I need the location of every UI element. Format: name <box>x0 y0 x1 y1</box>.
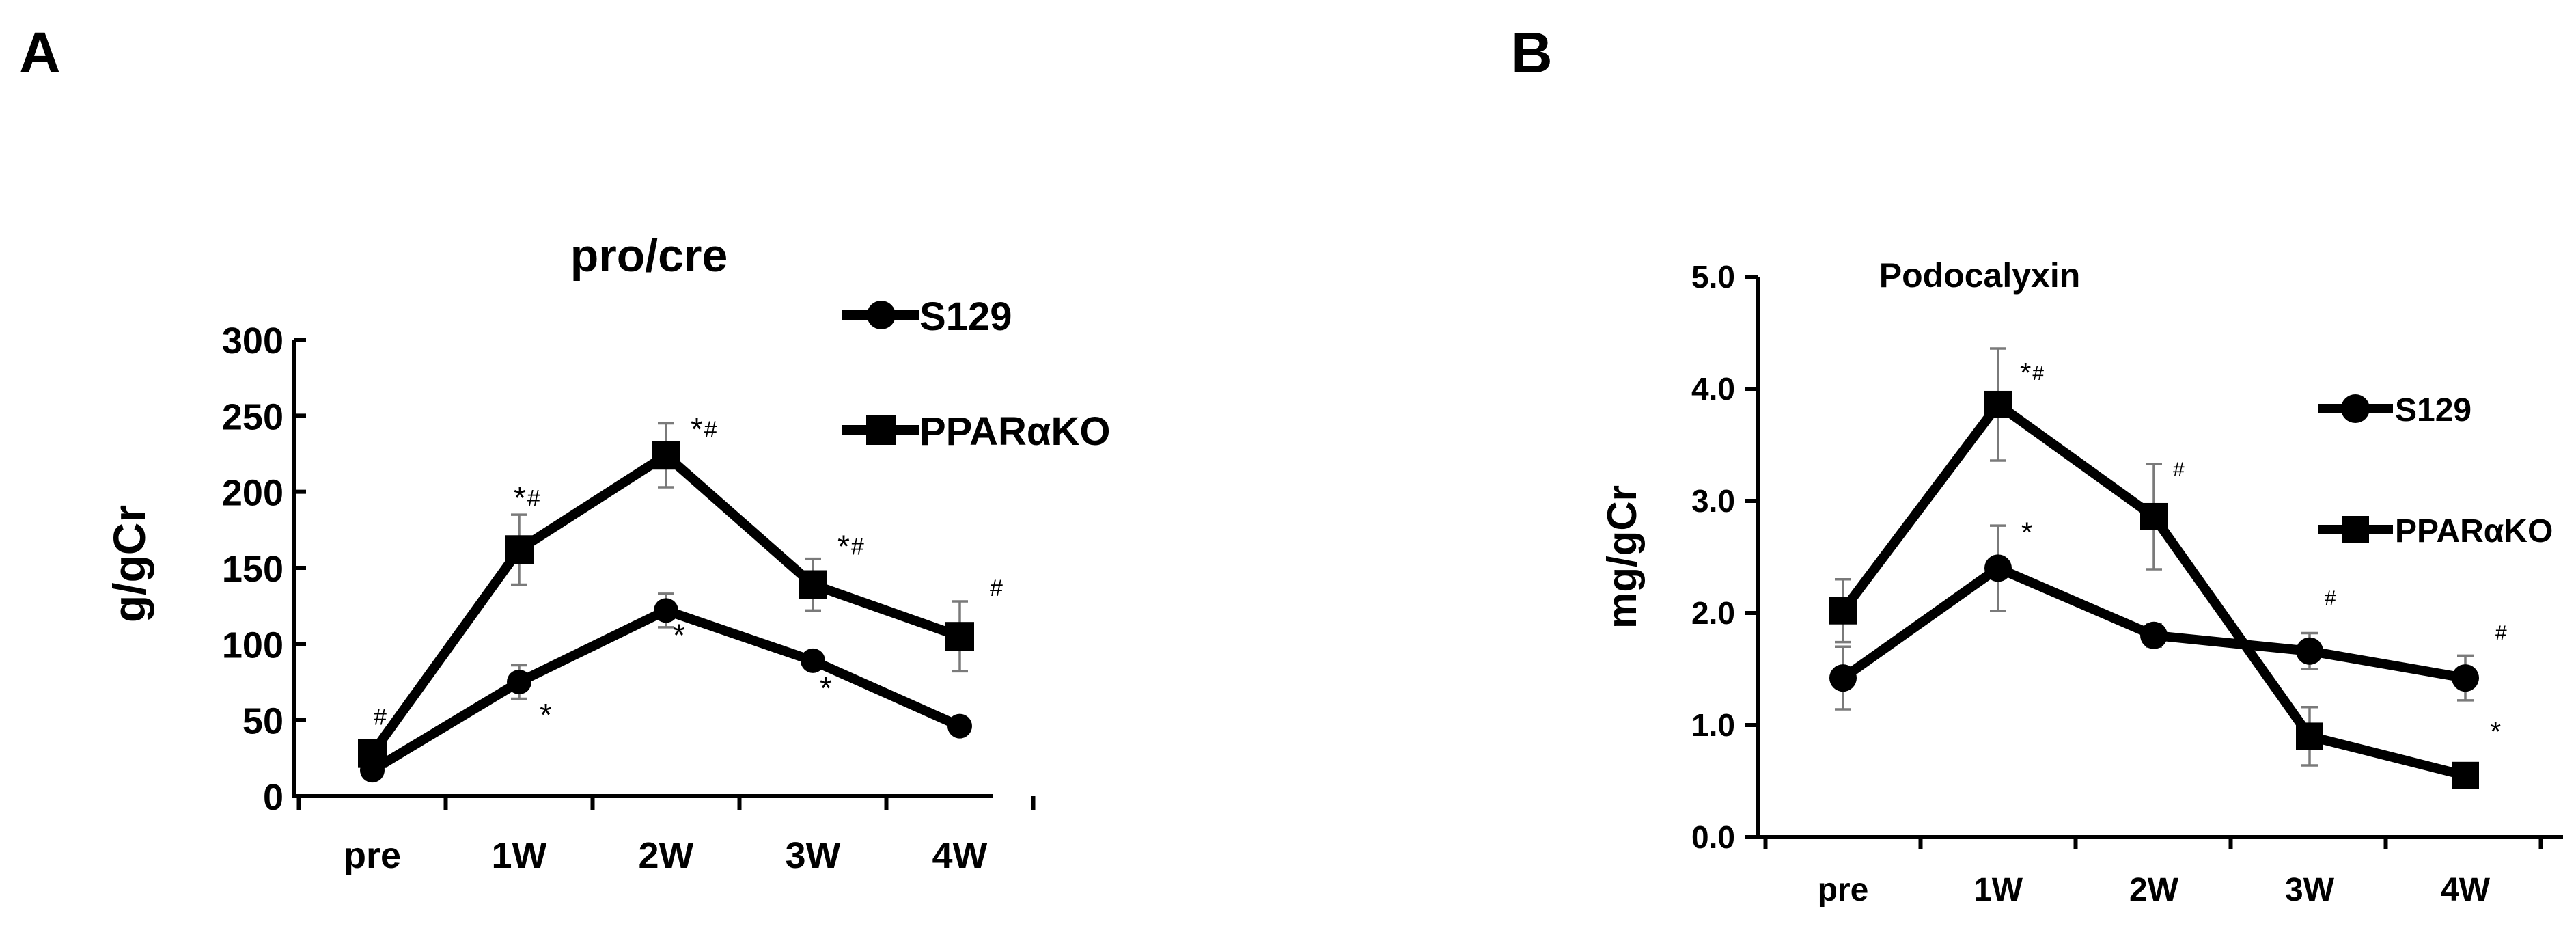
panel-a-point-s129 <box>947 713 972 739</box>
panel-a-annotations: ***#*#*#*## <box>374 411 1003 733</box>
panel-b-y-axis-label: mg/gCr <box>1599 485 1645 629</box>
panel-a-x-tick-label: 1W <box>492 835 547 876</box>
panel-a-annotation-ppar: # <box>990 575 1003 601</box>
panel-b-point-ppar <box>1829 597 1857 625</box>
panel-a-y-tick-label: 150 <box>222 549 283 590</box>
panel-b-point-s129 <box>1829 664 1857 692</box>
panel-b-y-tick-label: 3.0 <box>1691 483 1735 519</box>
panel-a-x-tick-label: 4W <box>932 835 988 876</box>
panel-a-letter: A <box>19 21 61 85</box>
panel-b-y-tick-label: 0.0 <box>1691 819 1735 855</box>
panel-a-y-tick-label: 100 <box>222 625 283 666</box>
panel-b-x-tick-label: 4W <box>2441 872 2491 908</box>
panel-b-x-tick-label: 1W <box>1973 872 2023 908</box>
panel-a-y-tick-label: 0 <box>263 777 283 818</box>
panel-a-point-ppar <box>799 570 827 599</box>
panel-a-annotation-ppar: # <box>374 705 387 731</box>
panel-a-x-tick-labels: pre 1W 2W 3W 4W <box>344 835 988 876</box>
panel-b-y-tick-label: 2.0 <box>1691 595 1735 631</box>
panel-b: B Podocalyxin mg/gCr 0.01.02.03.04.05.0 … <box>1511 21 2563 908</box>
panel-a-x-tick-label: 2W <box>639 835 694 876</box>
panel-b-x-tick-label: 3W <box>2285 872 2335 908</box>
panel-b-point-ppar <box>1984 390 2012 418</box>
panel-b-annotation-ppar: # <box>2173 459 2185 481</box>
panel-a-y-ticks <box>294 338 306 798</box>
panel-b-title: Podocalyxin <box>1879 256 2081 295</box>
panel-a-annotation-ppar: *# <box>837 528 864 564</box>
panel-b-point-s129 <box>2140 621 2168 649</box>
panel-a-legend-label-s129: S129 <box>919 295 1012 339</box>
panel-b-y-tick-label: 4.0 <box>1691 371 1735 407</box>
panel-a-legend-marker-s129 <box>867 301 896 329</box>
panel-a-point-s129 <box>507 670 531 694</box>
panel-b-annotation-s129: # <box>2495 622 2507 644</box>
panel-a-point-s129 <box>801 648 825 673</box>
panel-b-annotation-ppar: * <box>2490 715 2501 748</box>
panel-a-annotation-ppar: *# <box>514 480 540 515</box>
panel-a-annotation-s129: * <box>673 617 685 653</box>
panel-a-x-tick-label: 3W <box>786 835 841 876</box>
panel-a-y-tick-label: 250 <box>222 396 283 437</box>
panel-a-annotation-ppar: *# <box>691 411 717 447</box>
panel-b-x-tick-label: 2W <box>2129 872 2179 908</box>
panel-a: A pro/cre g/gCr 0 50 100 150 200 250 300 pre 1W… <box>19 21 1111 876</box>
panel-a-annotation-s129: * <box>820 670 832 706</box>
panel-b-point-ppar <box>2452 761 2479 789</box>
panel-b-legend: S129 PPARαKO <box>2318 392 2553 549</box>
panel-b-annotation-ppar: *# <box>2020 357 2044 389</box>
panel-b-point-s129 <box>2452 664 2479 692</box>
panel-b-legend-label-s129: S129 <box>2395 392 2471 428</box>
panel-a-y-tick-label: 300 <box>222 320 283 361</box>
panel-a-markers <box>358 441 974 783</box>
panel-b-x-tick-labels: pre 1W 2W 3W 4W <box>1818 872 2491 908</box>
panel-a-y-tick-label: 50 <box>243 701 283 742</box>
panel-a-x-ticks <box>296 796 1036 810</box>
panel-a-legend-label-ppar: PPARαKO <box>919 409 1111 454</box>
panel-a-y-axis-label: g/gCr <box>104 505 154 623</box>
panel-a-y-tick-labels: 0 50 100 150 200 250 300 <box>222 320 283 818</box>
panel-b-x-ticks <box>1763 837 2543 849</box>
panel-b-lines <box>1839 399 2467 780</box>
panel-a-point-ppar <box>945 622 974 651</box>
panel-b-x-tick-label: pre <box>1818 872 1869 908</box>
panel-b-point-ppar <box>2140 502 2168 530</box>
panel-b-letter: B <box>1511 21 1553 85</box>
panel-b-annotations: *##*##* <box>2020 357 2507 748</box>
panel-b-legend-marker-ppar <box>2342 516 2369 543</box>
panel-a-annotation-s129: * <box>540 697 552 733</box>
panel-b-point-ppar <box>2296 722 2323 750</box>
panel-a-point-s129 <box>654 598 678 623</box>
panel-b-y-tick-labels: 0.0 1.0 2.0 3.0 4.0 5.0 <box>1691 259 1735 855</box>
panel-b-legend-marker-s129 <box>2341 394 2370 423</box>
panel-a-point-ppar <box>358 739 387 768</box>
panel-a-legend-marker-ppar <box>866 415 896 445</box>
panel-b-y-tick-label: 5.0 <box>1691 259 1735 295</box>
panel-b-annotation-s129: * <box>2021 516 2032 548</box>
panel-b-line-ppar <box>1839 399 2467 780</box>
panel-a-title: pro/cre <box>570 230 728 282</box>
panel-a-legend: S129 PPARαKO <box>842 295 1111 454</box>
panel-b-y-ticks <box>1745 275 1758 839</box>
panel-b-y-tick-label: 1.0 <box>1691 707 1735 743</box>
panel-a-point-ppar <box>505 535 534 564</box>
panel-b-point-s129 <box>2296 637 2323 665</box>
panel-a-x-tick-label: pre <box>344 835 401 876</box>
panel-b-legend-label-ppar: PPARαKO <box>2395 513 2553 549</box>
panel-b-markers <box>1829 390 2479 789</box>
panel-a-y-tick-label: 200 <box>222 473 283 514</box>
panel-b-annotation-s129: # <box>2325 587 2336 610</box>
panel-a-point-ppar <box>652 441 680 470</box>
panel-b-point-s129 <box>1984 554 2012 582</box>
